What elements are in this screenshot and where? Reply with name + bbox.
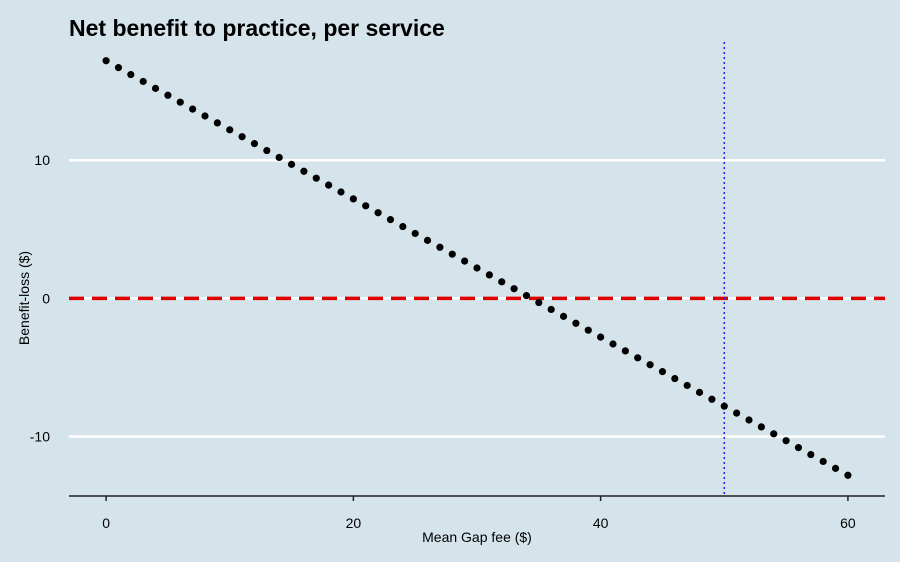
data-point xyxy=(671,374,679,383)
data-point xyxy=(164,91,172,99)
data-point xyxy=(535,298,543,307)
data-point xyxy=(300,167,308,175)
data-point xyxy=(374,209,382,217)
y-tick-label-10: 10 xyxy=(34,152,50,168)
data-point xyxy=(349,195,357,203)
data-point xyxy=(695,388,704,396)
reference-lines xyxy=(69,42,885,496)
data-point xyxy=(337,188,345,196)
data-point xyxy=(411,229,419,238)
data-point xyxy=(634,354,642,362)
x-tick-label-0: 0 xyxy=(102,515,110,531)
data-point xyxy=(448,250,456,258)
data-point xyxy=(547,305,555,314)
data-point xyxy=(782,437,790,445)
y-tick-label-0: 0 xyxy=(42,290,50,306)
data-point xyxy=(770,430,778,438)
data-point xyxy=(176,98,184,106)
data-point xyxy=(139,77,147,86)
data-point xyxy=(423,236,432,244)
data-point xyxy=(609,340,617,348)
data-point xyxy=(213,119,221,127)
data-point xyxy=(510,285,518,293)
data-point xyxy=(238,133,246,141)
data-point xyxy=(498,278,506,286)
data-point xyxy=(757,423,765,431)
data-point xyxy=(597,333,605,341)
data-point xyxy=(844,471,852,479)
data-point xyxy=(114,64,123,72)
data-point xyxy=(201,112,209,120)
chart-title: Net benefit to practice, per service xyxy=(69,15,445,41)
data-point xyxy=(461,257,469,265)
data-points xyxy=(102,57,852,479)
data-point xyxy=(708,395,716,403)
data-point xyxy=(485,271,493,279)
data-point xyxy=(386,216,395,224)
data-point xyxy=(325,181,333,189)
data-point xyxy=(584,326,592,334)
data-point xyxy=(733,409,741,417)
data-point xyxy=(287,160,296,168)
data-point xyxy=(436,243,444,251)
data-point xyxy=(683,381,691,390)
data-point xyxy=(226,126,234,134)
data-point xyxy=(362,202,370,210)
x-tick-label-20: 20 xyxy=(346,515,362,531)
data-point xyxy=(745,416,753,424)
data-point xyxy=(794,444,803,452)
data-point xyxy=(151,84,160,92)
x-tick-label-40: 40 xyxy=(593,515,609,531)
data-point xyxy=(312,174,320,182)
data-point xyxy=(831,464,840,472)
data-point xyxy=(819,457,827,466)
data-point xyxy=(102,57,110,65)
data-point xyxy=(720,402,728,410)
data-point xyxy=(522,292,531,300)
data-point xyxy=(263,146,271,155)
data-point xyxy=(572,319,580,327)
data-point xyxy=(658,368,667,376)
x-tick-label-60: 60 xyxy=(840,515,856,531)
data-point xyxy=(646,361,654,369)
y-tick-label--10: -10 xyxy=(30,429,50,445)
y-axis-label: Benefit-loss ($) xyxy=(16,251,32,345)
data-point xyxy=(275,153,283,162)
data-point xyxy=(250,140,259,148)
data-point xyxy=(621,347,629,355)
data-point xyxy=(399,222,407,231)
data-point xyxy=(189,105,197,113)
x-axis-label: Mean Gap fee ($) xyxy=(422,529,532,545)
data-point xyxy=(807,450,815,459)
data-point xyxy=(127,70,135,79)
axes: -10 0 10 0 20 40 60 xyxy=(30,152,885,531)
data-point xyxy=(559,312,568,320)
data-point xyxy=(473,264,481,272)
